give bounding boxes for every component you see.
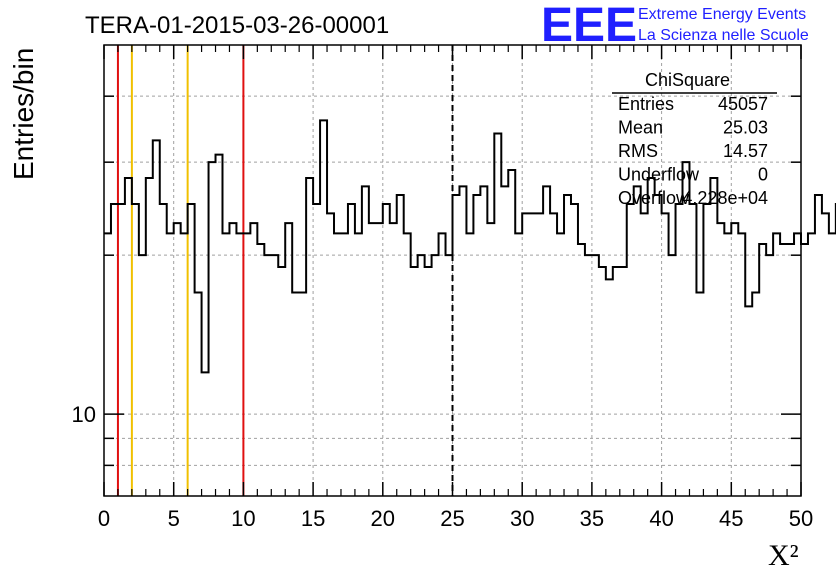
stats-value: 25.03 xyxy=(723,118,768,138)
tick-labels: 0 5 10 15 20 25 30 35 40 45 50 10 xyxy=(72,402,814,531)
stats-value: 14.57 xyxy=(723,141,768,161)
stats-label: Mean xyxy=(618,118,663,138)
stats-label: Underflow xyxy=(618,165,700,185)
logo-line-2: La Scienza nelle Scuole xyxy=(638,27,809,44)
x-tick-label: 10 xyxy=(231,506,255,531)
stats-box: ChiSquare Entries 45057 Mean 25.03 RMS 14.57 U… xyxy=(612,70,777,208)
x-tick-label: 25 xyxy=(440,506,464,531)
stats-title: ChiSquare xyxy=(645,70,730,90)
x-axis-label: X² xyxy=(768,539,799,572)
x-tick-label: 20 xyxy=(371,506,395,531)
stats-label: RMS xyxy=(618,141,658,161)
x-tick-label: 40 xyxy=(649,506,673,531)
y-axis-label: Entries/bin xyxy=(8,48,39,180)
logo-text: EEE xyxy=(541,0,637,52)
x-tick-label: 45 xyxy=(719,506,743,531)
stats-value: 45057 xyxy=(718,94,768,114)
stats-value: 0 xyxy=(758,165,768,185)
x-tick-label: 5 xyxy=(168,506,180,531)
chart-title: TERA-01-2015-03-26-00001 xyxy=(85,12,389,39)
x-tick-label: 50 xyxy=(789,506,813,531)
stats-label: Overflow xyxy=(618,188,690,208)
x-tick-label: 0 xyxy=(98,506,110,531)
axis-ticks xyxy=(103,45,802,496)
reference-lines xyxy=(116,45,454,496)
logo-line-1: Extreme Energy Events xyxy=(638,6,806,23)
eee-logo: EEE Extreme Energy Events La Scienza nel… xyxy=(541,0,809,52)
x-tick-label: 30 xyxy=(510,506,534,531)
x-tick-label: 15 xyxy=(301,506,325,531)
x-tick-label: 35 xyxy=(580,506,604,531)
y-tick-label: 10 xyxy=(72,402,96,427)
stats-value: 4.228e+04 xyxy=(682,188,768,208)
histogram-line xyxy=(104,119,836,374)
stats-label: Entries xyxy=(618,94,674,114)
